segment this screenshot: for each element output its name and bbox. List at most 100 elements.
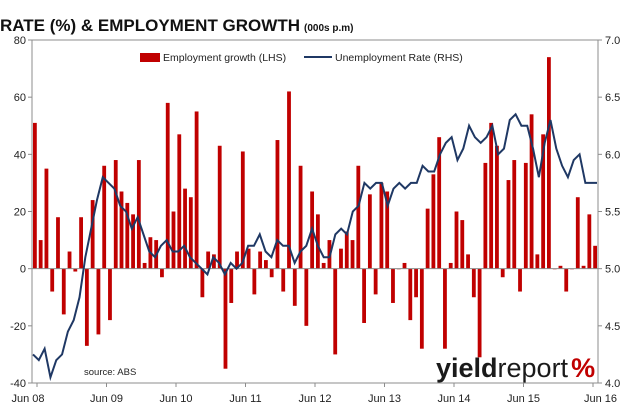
- employment-bar: [362, 268, 366, 323]
- employment-bar: [188, 197, 193, 269]
- yieldreport-logo: yieldreport%: [436, 353, 595, 383]
- left-tick-label: 80: [14, 35, 26, 47]
- employment-bar: [593, 245, 598, 269]
- employment-bar: [235, 251, 239, 269]
- line-series-unemployment: [32, 112, 597, 382]
- employment-bar: [402, 262, 407, 269]
- employment-bar: [177, 134, 182, 269]
- x-axis: Jun 08 Jun 09 Jun 10 Jun 11 Jun 12 Jun 13 Jun …: [11, 383, 617, 405]
- employment-bar: [223, 268, 228, 369]
- employment-bar: [391, 268, 395, 303]
- employment-bar: [258, 251, 263, 269]
- employment-bar: [385, 191, 390, 269]
- employment-bar: [217, 145, 222, 269]
- left-tick-label: 60: [14, 92, 26, 104]
- employment-bar: [558, 265, 563, 269]
- employment-bar: [333, 268, 338, 355]
- employment-bar: [541, 134, 546, 269]
- employment-bar: [61, 268, 66, 315]
- employment-bar: [529, 114, 534, 269]
- employment-bar: [581, 265, 586, 269]
- left-tick-label: 40: [14, 149, 26, 161]
- employment-bar: [547, 57, 551, 269]
- employment-bar: [183, 188, 187, 269]
- employment-bar: [367, 194, 372, 269]
- employment-bar: [443, 268, 447, 349]
- y-axis-left: 80 60 40 20 0 -20 -40: [10, 35, 32, 390]
- employment-bar: [67, 251, 72, 269]
- employment-bar: [287, 91, 291, 269]
- employment-bar: [339, 248, 343, 269]
- logo-text-yield: yield: [436, 353, 498, 383]
- employment-bar: [506, 180, 511, 269]
- left-tick-label: -40: [10, 378, 26, 390]
- legend-label-employment: Employment growth (LHS): [163, 52, 286, 64]
- right-tick-label: 7.0: [605, 35, 620, 47]
- employment-bar: [512, 160, 517, 269]
- employment-bar: [212, 254, 216, 269]
- employment-bar: [246, 248, 251, 269]
- logo-text-report: report: [498, 353, 569, 383]
- left-tick-label: 0: [20, 264, 26, 276]
- source-note: source: ABS: [84, 367, 136, 378]
- employment-bar: [240, 151, 245, 269]
- chart-title: UNEMPLOYMENT RATE (%) & EMPLOYMENT GROWT…: [0, 16, 300, 35]
- left-tick-label: 20: [14, 207, 26, 219]
- employment-bar: [408, 268, 413, 321]
- employment-bar: [489, 122, 494, 269]
- employment-bar: [419, 268, 424, 349]
- employment-bar: [315, 214, 320, 269]
- employment-bar: [136, 160, 141, 269]
- logo-text-percent: %: [571, 353, 595, 383]
- employment-bar: [356, 165, 361, 269]
- employment-bar: [379, 182, 384, 269]
- employment-bar: [587, 214, 592, 269]
- employment-bar: [194, 111, 199, 269]
- legend-swatch-employment: [140, 53, 160, 62]
- employment-bar: [119, 191, 124, 269]
- bar-series-employment: [32, 57, 598, 369]
- employment-bar: [206, 251, 211, 269]
- x-tick-label: Jun 10: [159, 393, 192, 405]
- employment-bar: [125, 202, 130, 269]
- employment-bar: [500, 268, 505, 278]
- employment-bar: [575, 197, 580, 269]
- employment-bar: [425, 208, 430, 269]
- employment-bar: [50, 268, 55, 292]
- legend: Employment growth (LHS) Unemployment Rat…: [140, 52, 463, 64]
- left-tick-label: -20: [10, 321, 26, 333]
- employment-bar: [269, 268, 274, 278]
- x-tick-label: Jun 12: [298, 393, 331, 405]
- x-tick-label: Jun 13: [368, 393, 401, 405]
- employment-bar: [304, 268, 309, 326]
- employment-bar: [229, 268, 234, 303]
- employment-bar: [160, 268, 164, 278]
- x-tick-label: Jun 15: [507, 393, 540, 405]
- employment-bar: [437, 137, 442, 269]
- employment-bar: [281, 268, 286, 292]
- employment-bar: [344, 231, 349, 269]
- employment-bar: [32, 122, 37, 269]
- employment-bar: [466, 254, 470, 269]
- employment-bar: [56, 217, 60, 269]
- employment-bar: [44, 168, 49, 269]
- employment-bar: [564, 268, 569, 292]
- right-tick-label: 4.5: [605, 321, 620, 333]
- employment-bar: [264, 260, 268, 269]
- employment-bar: [431, 174, 436, 269]
- employment-bar: [252, 268, 257, 295]
- x-tick-label: Jun 09: [90, 393, 123, 405]
- employment-bar: [113, 160, 118, 269]
- employment-bar: [90, 200, 95, 269]
- x-tick-label: Jun 11: [229, 393, 261, 405]
- right-tick-label: 5.0: [605, 264, 620, 276]
- employment-bar: [483, 162, 488, 269]
- employment-bar: [171, 211, 176, 269]
- employment-bar: [142, 262, 147, 269]
- y-axis-right: 7.0 6.5 6.0 5.5 5.0 4.5 4.0: [598, 35, 620, 390]
- employment-bar: [131, 214, 135, 269]
- employment-bar: [200, 268, 205, 298]
- right-tick-label: 6.0: [605, 149, 620, 161]
- employment-bar: [79, 217, 83, 269]
